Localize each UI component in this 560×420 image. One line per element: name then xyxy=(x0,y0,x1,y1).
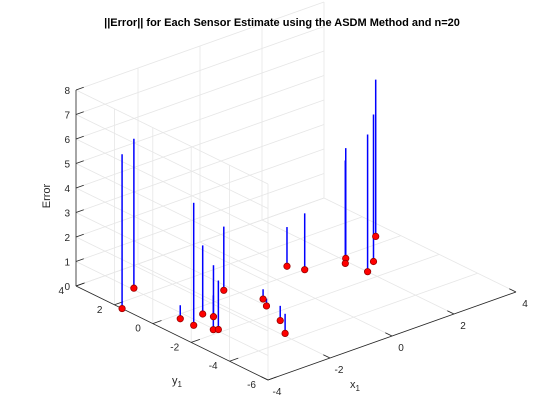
sensor-estimate-marker xyxy=(262,302,271,310)
z-tick-mark xyxy=(75,233,84,238)
back-wall-grid-line-z xyxy=(75,50,325,140)
z-tick-label: 1 xyxy=(64,258,70,269)
z-tick-label: 4 xyxy=(64,184,70,195)
x-tick-label: 0 xyxy=(398,343,404,354)
back-wall-grid-line-z xyxy=(75,197,325,287)
x-tick-mark xyxy=(323,354,331,359)
sensor-estimate-marker xyxy=(220,286,228,294)
tick-marks xyxy=(75,86,517,381)
left-wall-grid-line-z xyxy=(75,138,269,234)
z-tick-mark xyxy=(75,209,84,213)
z-tick-mark xyxy=(75,282,84,287)
floor-grid-line-x xyxy=(199,241,393,337)
y-tick-label: 2 xyxy=(97,305,103,316)
floor-grid-line-y xyxy=(114,216,363,306)
left-wall-grid-line-z xyxy=(75,187,269,283)
y-tick-label: -4 xyxy=(209,361,218,372)
back-wall-grid-line-z xyxy=(75,1,325,91)
floor-grid-line-y xyxy=(191,254,440,343)
sensor-estimate-marker xyxy=(341,259,349,267)
z-tick-mark xyxy=(75,135,84,140)
z-tick-label: 7 xyxy=(64,111,70,122)
sensor-estimate-marker xyxy=(372,232,380,240)
y-tick-label: -2 xyxy=(170,342,179,353)
x-tick-mark xyxy=(385,332,393,337)
back-wall-grid-line-z xyxy=(75,124,325,213)
z-tick-mark xyxy=(75,258,84,262)
y-tick-label: -6 xyxy=(247,380,256,391)
sensor-estimate-marker xyxy=(363,268,372,276)
sensor-estimate-marker xyxy=(130,284,138,292)
z-tick-mark xyxy=(75,184,84,189)
y-axis-label-main: y xyxy=(172,375,178,387)
x-tick-mark xyxy=(509,288,517,293)
y-axis-label-subscript: 1 xyxy=(178,380,183,389)
chart-title: ||Error|| for Each Sensor Estimate using… xyxy=(104,17,460,29)
z-tick-label: 6 xyxy=(64,135,70,146)
back-wall-grid-line-z xyxy=(75,99,325,189)
x-tick-label: 2 xyxy=(460,321,466,332)
sensor-estimate-marker xyxy=(259,295,267,303)
x-axis-label-subscript: 1 xyxy=(356,384,361,393)
left-wall-grid-line-z xyxy=(75,114,269,209)
y-tick-mark xyxy=(267,376,277,381)
sensor-estimate-marker xyxy=(281,329,289,337)
y-tick-mark xyxy=(191,338,201,343)
y-tick-label: 0 xyxy=(135,324,141,335)
x-tick-label: -4 xyxy=(273,387,282,398)
floor-grid-line-x xyxy=(261,219,455,315)
x-tick-label: -2 xyxy=(335,365,344,376)
left-wall-grid-line-z xyxy=(75,261,269,356)
sensor-estimate-marker xyxy=(118,304,126,313)
sensor-estimate-marker xyxy=(369,257,378,266)
z-tick-label: 2 xyxy=(64,233,70,244)
y-axis-line xyxy=(75,285,269,381)
floor-grid-line-y xyxy=(229,272,478,362)
sensor-estimate-marker xyxy=(190,321,198,329)
x-tick-label: 4 xyxy=(522,299,528,310)
back-wall-grid-line-z xyxy=(75,26,325,115)
sensor-estimate-marker xyxy=(209,313,218,321)
sensor-estimate-marker xyxy=(214,325,222,334)
z-tick-mark xyxy=(75,86,84,91)
z-tick-mark xyxy=(75,111,84,115)
y-axis-label: y1 xyxy=(172,375,183,389)
floor-grid-line-x xyxy=(137,263,331,359)
left-wall-grid-line-z xyxy=(75,89,269,185)
x-tick-mark xyxy=(261,376,269,381)
y-tick-mark xyxy=(152,320,162,324)
floor-grid-line-x xyxy=(323,197,517,293)
z-tick-label: 5 xyxy=(64,160,70,171)
x-tick-mark xyxy=(447,310,455,315)
sensor-estimate-marker xyxy=(283,262,291,270)
left-wall-grid-line-z xyxy=(75,163,269,258)
back-wall-grid-line-z xyxy=(75,173,325,262)
x-axis-label: x1 xyxy=(350,379,361,393)
left-wall-grid-line-z xyxy=(75,236,269,332)
x-axis-label-main: x xyxy=(350,379,356,391)
sensor-estimate-marker xyxy=(301,266,309,274)
z-tick-label: 3 xyxy=(64,209,70,220)
z-tick-label: 0 xyxy=(64,282,70,293)
sensor-estimate-marker xyxy=(176,315,184,323)
z-axis-label: Error xyxy=(41,183,53,208)
left-wall-grid-line-z xyxy=(75,212,269,307)
back-wall-grid-line-z xyxy=(75,148,325,238)
markers xyxy=(118,232,380,337)
z-tick-mark xyxy=(75,160,84,164)
sensor-estimate-marker xyxy=(199,310,207,318)
sensor-estimate-marker xyxy=(276,316,284,325)
back-wall-grid-line-z xyxy=(75,75,325,164)
z-tick-label: 8 xyxy=(64,86,70,97)
y-tick-mark xyxy=(229,357,239,362)
y-tick-label: 4 xyxy=(58,286,64,297)
